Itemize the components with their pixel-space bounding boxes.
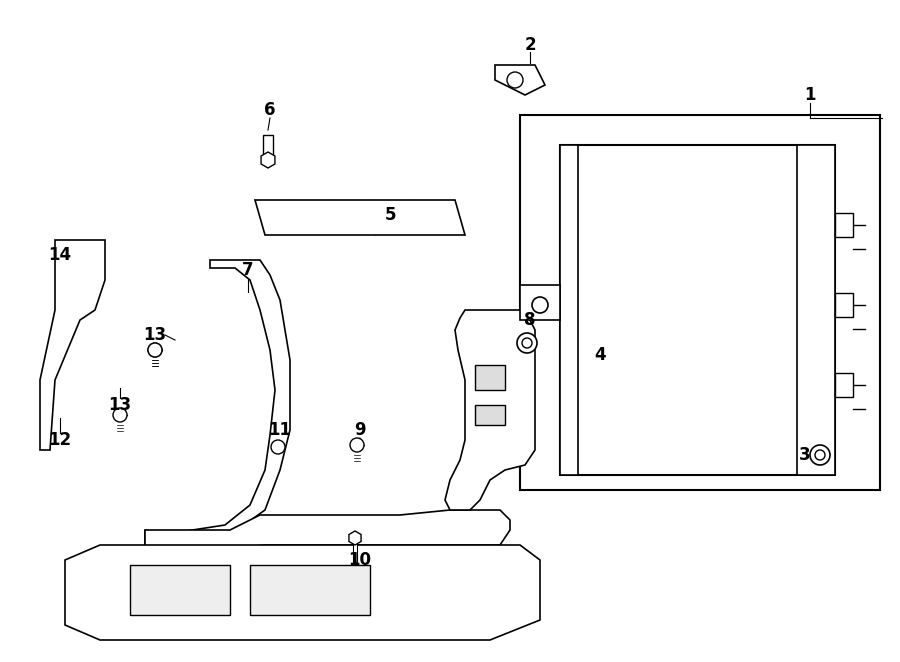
Circle shape xyxy=(507,72,523,88)
Circle shape xyxy=(350,438,364,452)
Text: 14: 14 xyxy=(49,246,72,264)
Polygon shape xyxy=(145,510,510,548)
Circle shape xyxy=(810,445,830,465)
Polygon shape xyxy=(65,545,540,640)
Bar xyxy=(520,115,880,490)
Text: 13: 13 xyxy=(108,396,131,414)
Circle shape xyxy=(815,450,825,460)
Circle shape xyxy=(517,333,537,353)
Polygon shape xyxy=(495,65,545,95)
Circle shape xyxy=(148,343,162,357)
Text: 3: 3 xyxy=(799,446,811,464)
Bar xyxy=(475,365,505,390)
Bar xyxy=(130,565,230,615)
Bar xyxy=(263,135,273,155)
Circle shape xyxy=(113,408,127,422)
Bar xyxy=(835,213,853,237)
Bar xyxy=(250,565,370,615)
Bar xyxy=(475,405,505,425)
Text: 5: 5 xyxy=(384,206,396,224)
Text: 11: 11 xyxy=(268,421,292,439)
Bar xyxy=(560,145,578,475)
Circle shape xyxy=(148,343,162,357)
Polygon shape xyxy=(255,200,465,235)
Text: 7: 7 xyxy=(242,261,254,279)
Text: 9: 9 xyxy=(355,421,365,439)
Text: 6: 6 xyxy=(265,101,275,119)
Bar xyxy=(520,285,560,320)
Circle shape xyxy=(271,440,285,454)
Bar xyxy=(353,541,357,562)
Bar xyxy=(835,293,853,317)
Polygon shape xyxy=(145,260,290,555)
Circle shape xyxy=(522,338,532,348)
Polygon shape xyxy=(40,240,105,450)
Circle shape xyxy=(532,297,548,313)
Text: 8: 8 xyxy=(524,311,536,329)
Text: 13: 13 xyxy=(143,326,166,344)
Text: 2: 2 xyxy=(524,36,536,54)
Bar xyxy=(835,373,853,397)
Text: 4: 4 xyxy=(594,346,606,364)
Text: 1: 1 xyxy=(805,86,815,104)
Text: 10: 10 xyxy=(348,551,372,569)
Bar xyxy=(797,145,835,475)
Bar xyxy=(560,145,835,475)
Polygon shape xyxy=(445,310,535,510)
Text: 12: 12 xyxy=(49,431,72,449)
